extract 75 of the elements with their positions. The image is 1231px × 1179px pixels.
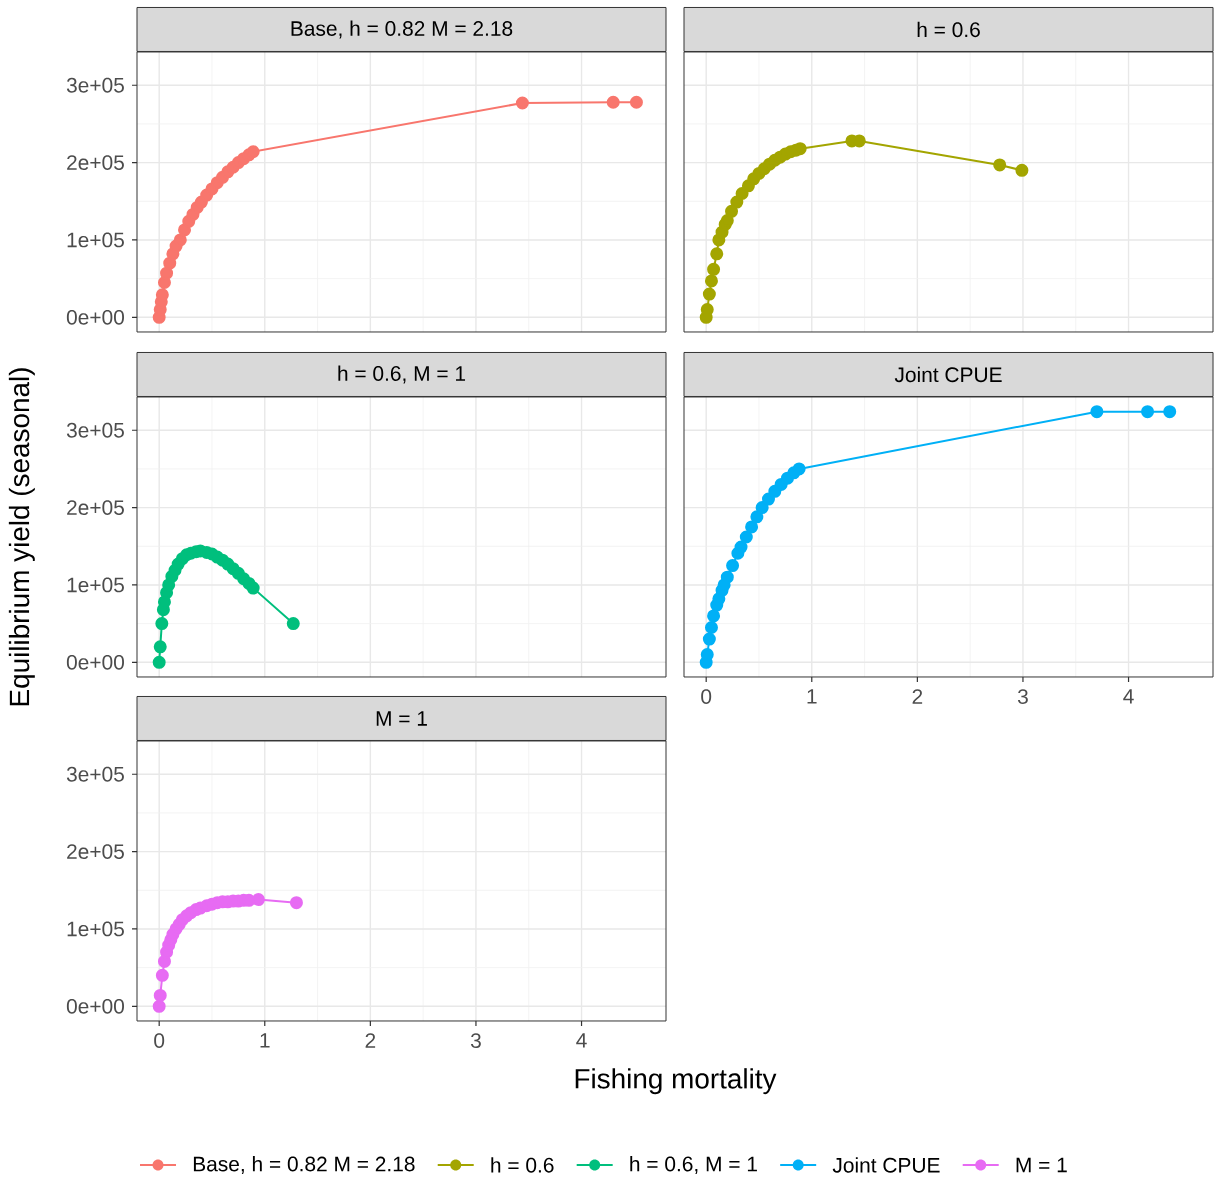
x-tick-label: 2 xyxy=(365,1033,376,1048)
point xyxy=(793,142,807,156)
y-tick-label: 0e+00 xyxy=(66,654,124,670)
point xyxy=(1141,405,1155,419)
point xyxy=(700,648,714,662)
point xyxy=(704,274,718,288)
point xyxy=(246,581,260,595)
chart-title: M = 1 xyxy=(376,711,427,726)
y-axis-title: Equilibrium yield (seasonal) xyxy=(8,368,35,706)
x-tick-label: 3 xyxy=(470,1033,481,1048)
legend-label: Base, h = 0.82 M = 2.18 xyxy=(193,1156,415,1174)
chart-title: Base, h = 0.82 M = 2.18 xyxy=(291,20,513,39)
point xyxy=(515,96,529,110)
point xyxy=(155,617,169,631)
point xyxy=(702,632,716,646)
y-tick-label: 0e+00 xyxy=(66,309,124,325)
x-tick-label: 0 xyxy=(701,689,712,704)
legend-label: h = 0.6 xyxy=(491,1157,554,1173)
chart-title: Joint CPUE xyxy=(894,366,1002,383)
point xyxy=(792,462,806,476)
legend-label: h = 0.6, M = 1 xyxy=(630,1156,757,1174)
point xyxy=(739,530,753,544)
y-tick-label: 0e+00 xyxy=(66,998,124,1014)
point xyxy=(153,988,167,1002)
point xyxy=(246,145,260,159)
point xyxy=(251,893,265,907)
point xyxy=(720,570,734,584)
point xyxy=(629,95,643,109)
point xyxy=(734,540,748,554)
point xyxy=(761,492,775,506)
y-tick-label: 3e+05 xyxy=(66,766,124,782)
point xyxy=(152,655,166,669)
point xyxy=(750,510,764,524)
y-tick-label: 1e+05 xyxy=(67,921,124,937)
point xyxy=(155,968,169,982)
point xyxy=(1163,405,1177,419)
point xyxy=(707,609,721,623)
point xyxy=(173,233,187,247)
point xyxy=(700,303,714,317)
y-tick-label: 2e+05 xyxy=(67,500,124,515)
y-tick-label: 3e+05 xyxy=(66,422,124,438)
point xyxy=(702,287,716,301)
point xyxy=(707,262,721,276)
point xyxy=(286,617,300,631)
x-tick-label: 2 xyxy=(912,689,923,704)
point xyxy=(755,501,769,515)
point xyxy=(1090,405,1104,419)
y-tick-label: 2e+05 xyxy=(67,844,124,859)
point xyxy=(726,559,740,573)
y-tick-label: 1e+05 xyxy=(67,577,124,593)
y-tick-label: 3e+05 xyxy=(66,77,124,93)
point xyxy=(710,247,724,261)
point xyxy=(289,896,303,910)
point xyxy=(704,620,718,634)
point xyxy=(152,999,166,1013)
legend-label: M = 1 xyxy=(1016,1157,1067,1173)
point xyxy=(745,520,759,534)
legend-label: Joint CPUE xyxy=(832,1157,940,1173)
x-tick-label: 1 xyxy=(260,1033,270,1048)
chart-title: h = 0.6 xyxy=(917,21,980,38)
chart-title: h = 0.6, M = 1 xyxy=(338,365,466,384)
x-tick-label: 4 xyxy=(1123,689,1134,704)
x-tick-label: 1 xyxy=(807,689,817,704)
point xyxy=(725,204,739,218)
point xyxy=(160,266,174,280)
x-tick-label: 3 xyxy=(1017,689,1028,704)
x-tick-label: 4 xyxy=(576,1033,587,1048)
y-tick-label: 1e+05 xyxy=(67,232,124,248)
y-tick-label: 2e+05 xyxy=(67,155,124,170)
point xyxy=(606,95,620,109)
point xyxy=(993,158,1007,172)
point xyxy=(1015,163,1029,177)
x-axis-title: Fishing mortality xyxy=(575,1068,777,1095)
point xyxy=(153,640,167,654)
x-tick-label: 0 xyxy=(154,1033,165,1048)
